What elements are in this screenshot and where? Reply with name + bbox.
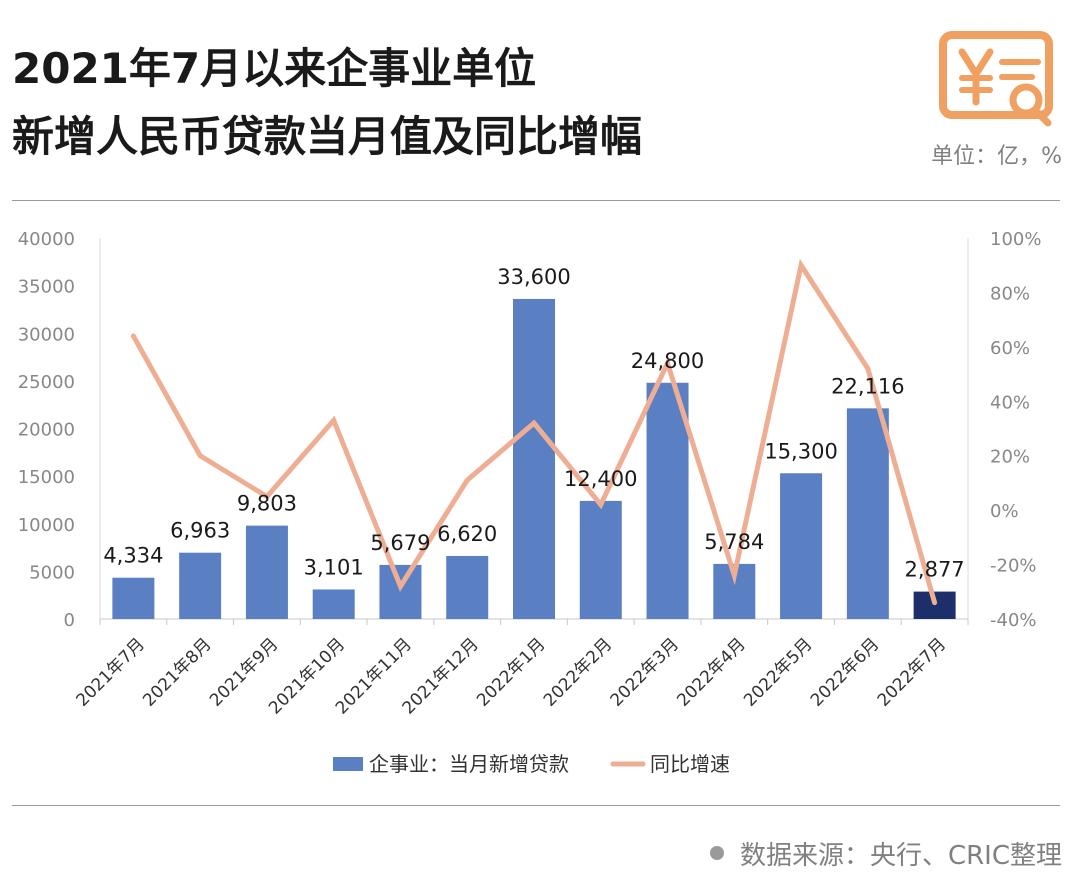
bar-value-label: 22,116	[831, 374, 904, 398]
bar-6	[446, 555, 489, 619]
x-category-label: 2022年2月	[540, 634, 616, 710]
x-category-label: 2022年6月	[807, 634, 883, 710]
bar-value-label: 6,963	[170, 519, 230, 543]
y-left-tick-label: 5000	[29, 562, 75, 583]
bar-value-label: 2,877	[905, 558, 965, 582]
y-right-tick-label: -20%	[990, 556, 1037, 577]
chart-title-line-2: 新增人民币贷款当月值及同比增幅	[12, 112, 643, 161]
bar-value-label: 4,334	[103, 544, 163, 568]
x-category-label: 2022年5月	[740, 634, 816, 710]
chart-title-line-1: 2021年7月以来企事业单位	[12, 44, 537, 93]
y-right-tick-label: 20%	[990, 447, 1030, 468]
y-right-tick-label: 80%	[990, 283, 1030, 304]
bar-value-label: 5,679	[370, 531, 430, 555]
legend-swatch-bars	[333, 757, 363, 771]
bar-2	[179, 552, 222, 619]
bar-value-label: 33,600	[497, 265, 570, 289]
bar-3	[245, 525, 288, 619]
y-right-tick-label: 0%	[990, 501, 1019, 522]
bar-value-label: 12,400	[564, 467, 637, 491]
x-category-label: 2021年8月	[139, 634, 215, 710]
y-left-tick-label: 0	[64, 610, 75, 631]
bar-4	[312, 589, 355, 619]
source-note: 数据来源：央行、CRIC整理	[709, 835, 1062, 872]
bar-5	[379, 564, 422, 619]
bar-1	[112, 577, 155, 619]
legend-label-bars: 企事业：当月新增贷款	[369, 752, 569, 776]
y-left-tick-label: 30000	[18, 324, 75, 345]
y-right-tick-label: 60%	[990, 338, 1030, 359]
bar-value-label: 6,620	[437, 522, 497, 546]
bar-value-label: 15,300	[764, 439, 837, 463]
y-right-tick-label: -40%	[990, 610, 1037, 631]
bar-7	[513, 298, 555, 619]
bar-value-label: 3,101	[304, 555, 364, 579]
y-right-tick-label: 100%	[990, 229, 1041, 250]
y-right-tick-label: 40%	[990, 392, 1030, 413]
x-category-label: 2022年4月	[673, 634, 749, 710]
bar-value-label: 9,803	[237, 492, 297, 516]
unit-label: 单位：亿，%	[931, 144, 1062, 169]
y-left-tick-label: 35000	[18, 277, 75, 298]
bar-value-label: 5,784	[704, 530, 764, 554]
x-category-label: 2021年7月	[72, 634, 148, 710]
y-left-tick-label: 15000	[18, 467, 75, 488]
y-left-tick-label: 40000	[18, 229, 75, 250]
y-left-tick-label: 25000	[18, 372, 75, 393]
x-category-label: 2022年7月	[874, 634, 950, 710]
y-left-tick-label: 20000	[18, 420, 75, 441]
bar-9	[646, 382, 689, 619]
bullet-dot-icon	[709, 846, 724, 860]
x-category-label: 2022年3月	[607, 634, 683, 710]
source-text: 数据来源：央行、CRIC整理	[739, 841, 1062, 871]
bar-12	[846, 408, 889, 619]
y-left-tick-label: 10000	[18, 515, 75, 536]
legend-label-line: 同比增速	[650, 752, 730, 776]
top-divider	[12, 200, 1060, 201]
x-category-label: 2022年1月	[473, 634, 549, 710]
yuan-receipt-search-icon	[938, 30, 1058, 134]
bar-8	[579, 500, 622, 619]
bar-value-label: 24,800	[631, 349, 704, 373]
combo-chart: 0 5000 10000 15000 20000 25000 30000 35000 40000…	[18, 229, 1042, 776]
bar-11	[780, 473, 823, 619]
bottom-divider	[12, 805, 1060, 806]
